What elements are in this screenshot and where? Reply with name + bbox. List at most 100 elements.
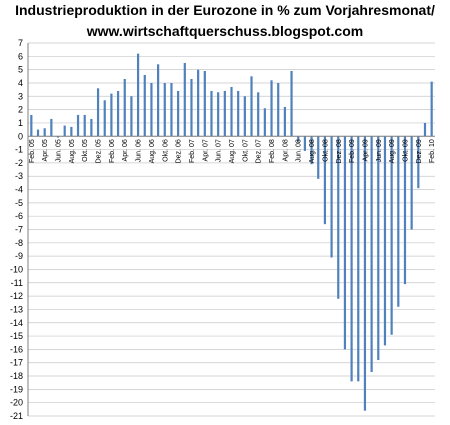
y-tick-label: -20 bbox=[10, 398, 23, 408]
bar bbox=[83, 114, 86, 137]
y-tick-label: -18 bbox=[10, 371, 23, 381]
y-tick-label: 3 bbox=[18, 91, 23, 101]
bar bbox=[36, 129, 40, 137]
y-tick-label: -15 bbox=[10, 331, 23, 341]
y-tick-label: 6 bbox=[18, 51, 23, 61]
x-tick-label: Feb. 05 bbox=[29, 139, 36, 163]
x-tick-label: Jun. 05 bbox=[56, 139, 63, 162]
x-tick-label: Feb. 06 bbox=[109, 139, 116, 163]
bar bbox=[243, 96, 246, 137]
x-tick-label: Okt. 08 bbox=[322, 139, 329, 162]
x-tick-label: Aug. 05 bbox=[69, 139, 76, 163]
y-tick-label: -7 bbox=[15, 225, 23, 235]
x-tick-label: Apr. 09 bbox=[362, 139, 369, 161]
x-tick-label: Jun. 08 bbox=[296, 139, 303, 162]
x-tick-label: Dez. 06 bbox=[176, 139, 183, 163]
bar bbox=[330, 136, 333, 258]
bar bbox=[417, 136, 420, 189]
chart-subtitle: www.wirtschaftquerschuss.blogspot.com bbox=[86, 23, 364, 39]
bar bbox=[310, 136, 313, 165]
bar bbox=[383, 136, 387, 346]
bar bbox=[130, 96, 133, 137]
x-tick-label: Apr. 08 bbox=[282, 139, 289, 161]
bar bbox=[150, 82, 153, 137]
bar bbox=[210, 90, 213, 137]
x-tick-label: Dez. 07 bbox=[256, 139, 263, 163]
bar bbox=[410, 136, 413, 230]
bar bbox=[70, 126, 73, 137]
bar bbox=[230, 86, 233, 137]
bar bbox=[90, 118, 93, 137]
x-tick-label: Jun. 07 bbox=[216, 139, 223, 162]
x-tick-label: Okt. 06 bbox=[162, 139, 169, 162]
bar bbox=[96, 88, 100, 137]
bar bbox=[397, 136, 400, 307]
x-tick-label: Okt. 09 bbox=[402, 139, 409, 162]
bar bbox=[303, 136, 306, 151]
y-tick-label: -5 bbox=[15, 198, 23, 208]
y-tick-label: -12 bbox=[10, 291, 23, 301]
x-tick-label: Apr. 07 bbox=[202, 139, 209, 161]
bar bbox=[297, 136, 300, 142]
bar bbox=[390, 136, 393, 335]
x-tick-label: Aug. 08 bbox=[309, 139, 316, 163]
x-tick-label: Dez. 09 bbox=[416, 139, 423, 163]
y-tick-label: -10 bbox=[10, 264, 23, 274]
x-tick-label: Aug. 07 bbox=[229, 139, 236, 163]
x-tick-label: Jun. 06 bbox=[136, 139, 143, 162]
bar bbox=[136, 53, 140, 137]
chart-title: Industrieproduktion in der Eurozone in %… bbox=[15, 2, 435, 18]
y-tick-label: -3 bbox=[15, 171, 23, 181]
bar bbox=[103, 100, 106, 137]
bar bbox=[123, 78, 126, 137]
y-tick-label: 2 bbox=[18, 105, 23, 115]
bar bbox=[423, 122, 427, 137]
x-tick-label: Feb. 10 bbox=[429, 139, 436, 163]
y-tick-label: -14 bbox=[10, 318, 23, 328]
bar bbox=[317, 136, 320, 179]
y-tick-label: 7 bbox=[18, 38, 23, 48]
y-tick-label: 1 bbox=[18, 118, 23, 128]
bar bbox=[403, 136, 407, 285]
bar bbox=[350, 136, 353, 382]
bar bbox=[277, 82, 280, 137]
bar bbox=[217, 92, 220, 137]
bar bbox=[43, 128, 46, 137]
y-tick-label: -16 bbox=[10, 344, 23, 354]
y-tick-label: -17 bbox=[10, 358, 23, 368]
bar bbox=[56, 136, 60, 138]
bar bbox=[363, 136, 367, 411]
bar bbox=[257, 92, 260, 137]
y-tick-label: 0 bbox=[18, 131, 23, 141]
x-tick-label: Feb. 08 bbox=[269, 139, 276, 163]
x-tick-label: Dez. 05 bbox=[96, 139, 103, 163]
bar bbox=[190, 78, 193, 137]
bar bbox=[290, 70, 293, 137]
x-tick-label: Feb. 09 bbox=[349, 139, 356, 163]
bar bbox=[237, 90, 240, 137]
x-tick-label: Feb. 07 bbox=[189, 139, 196, 163]
y-tick-label: -21 bbox=[10, 411, 23, 421]
x-tick-label: Aug. 06 bbox=[149, 139, 156, 163]
bar bbox=[323, 136, 327, 225]
y-tick-label: -8 bbox=[15, 238, 23, 248]
x-tick-label: Okt. 05 bbox=[82, 139, 89, 162]
y-tick-label: -6 bbox=[15, 211, 23, 221]
bar bbox=[337, 136, 340, 299]
bar bbox=[116, 90, 120, 137]
bar bbox=[183, 62, 186, 137]
y-tick-label: -19 bbox=[10, 384, 23, 394]
bar bbox=[163, 82, 166, 137]
y-axis-tick-labels: -21-20-19-18-17-16-15-14-13-12-11-10-9-8… bbox=[10, 38, 23, 421]
y-tick-label: -9 bbox=[15, 251, 23, 261]
bar bbox=[430, 81, 433, 137]
bar bbox=[76, 114, 80, 137]
y-tick-label: 4 bbox=[18, 78, 23, 88]
x-tick-label: Jun. 09 bbox=[376, 139, 383, 162]
bar bbox=[223, 90, 226, 137]
bar bbox=[203, 70, 206, 137]
bar bbox=[110, 93, 113, 137]
x-tick-label: Okt. 07 bbox=[242, 139, 249, 162]
bar bbox=[250, 76, 253, 137]
y-tick-label: -13 bbox=[10, 304, 23, 314]
